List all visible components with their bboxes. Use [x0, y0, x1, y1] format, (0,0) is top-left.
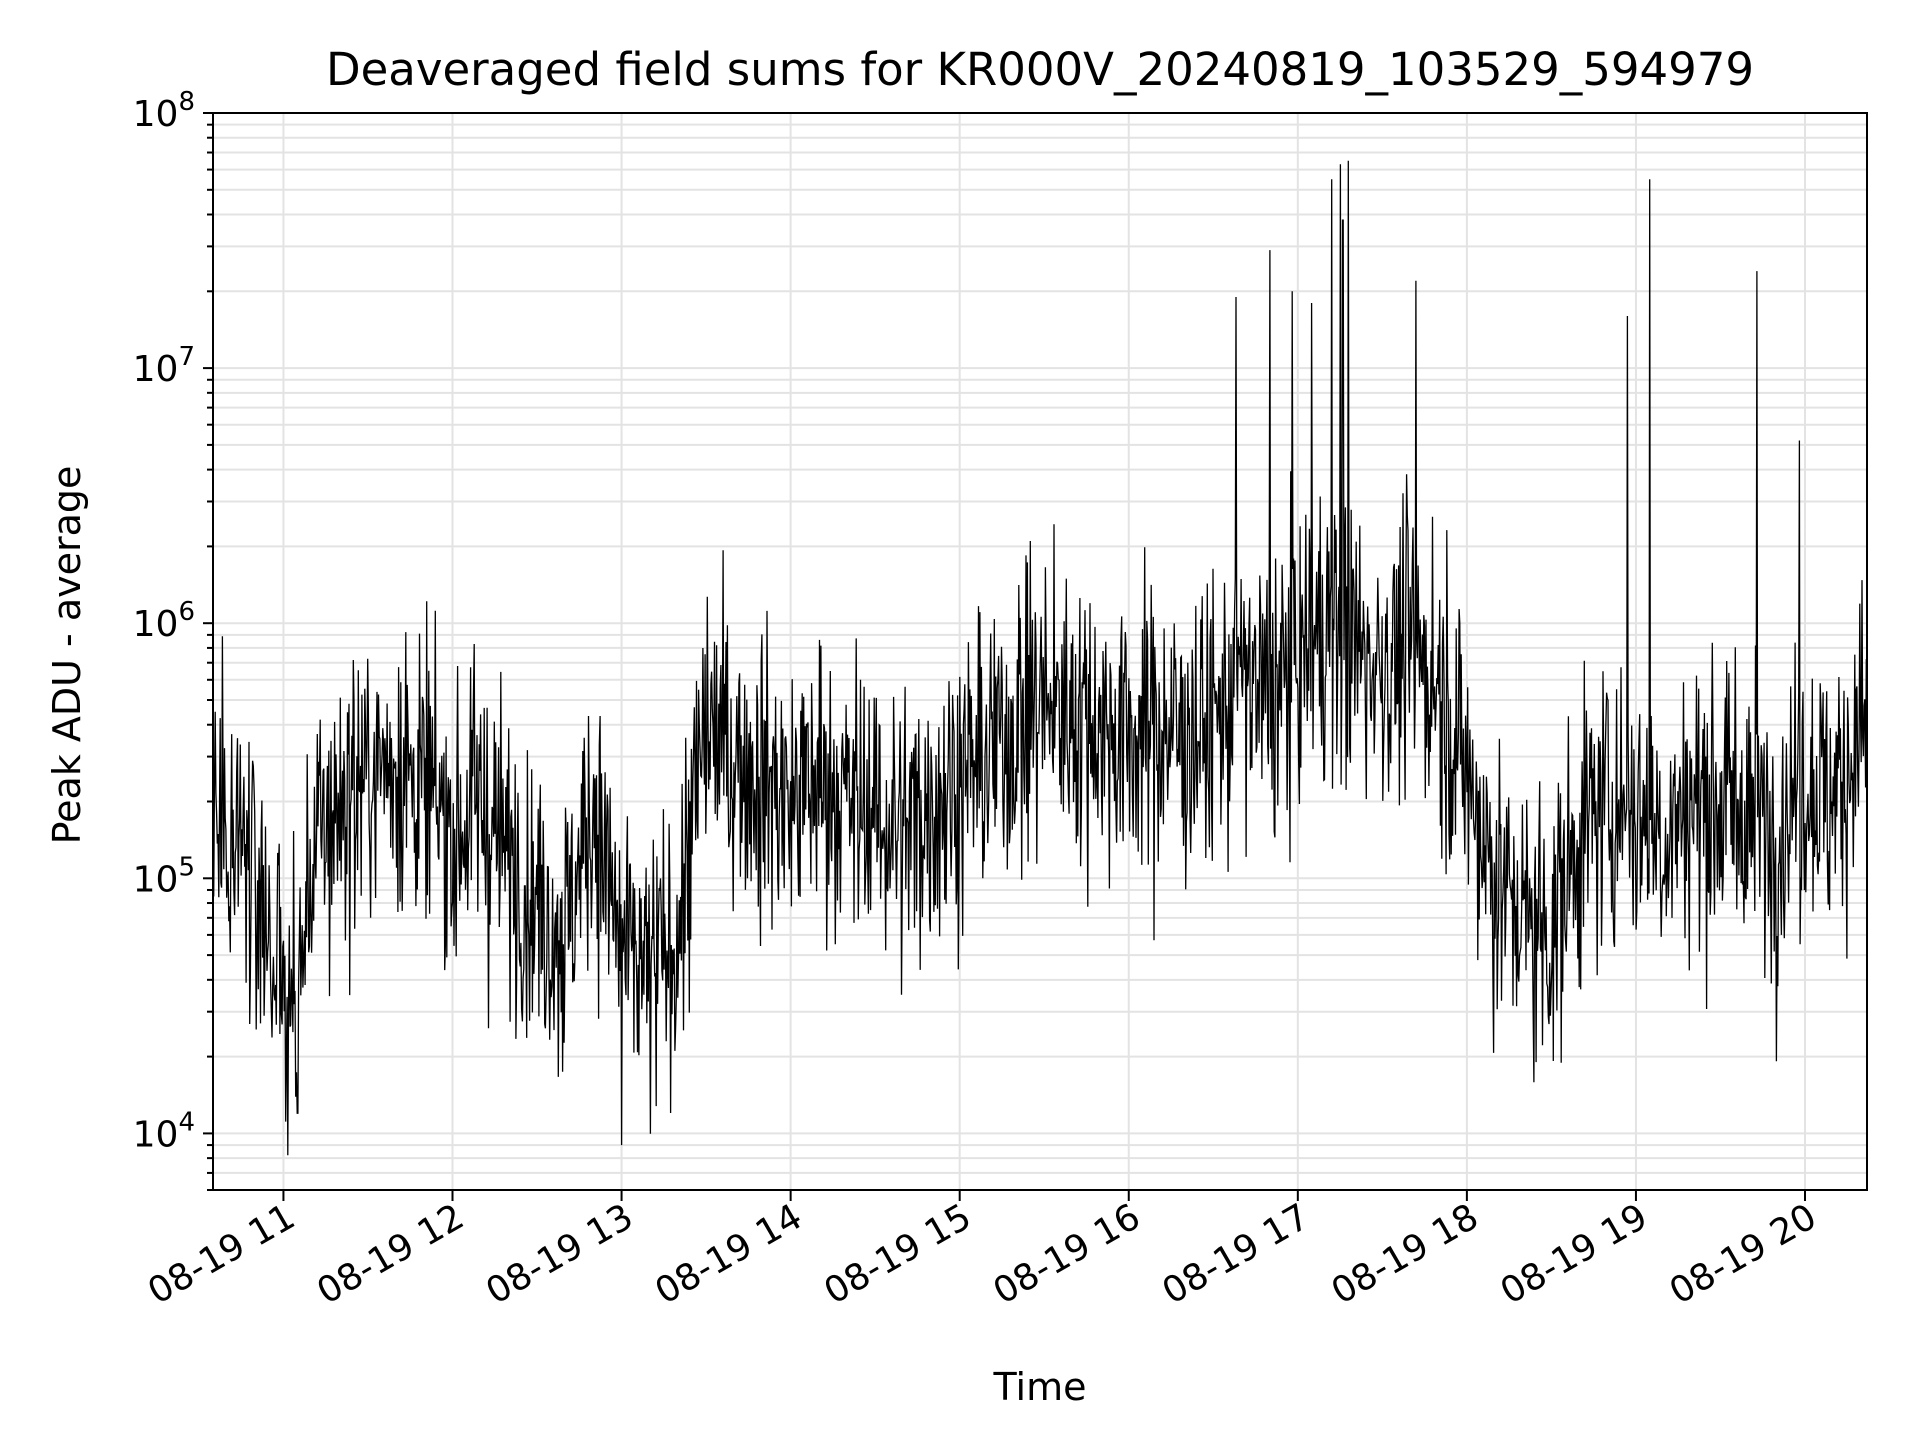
y-tick-label: 105	[133, 852, 195, 900]
x-axis-label: Time	[993, 1365, 1087, 1409]
series-line	[212, 160, 1868, 1156]
y-tick-base: 10	[133, 604, 179, 645]
y-tick-exponent: 8	[178, 87, 195, 117]
plot-frame	[212, 112, 1868, 1191]
y-tick-label: 104	[133, 1107, 195, 1155]
y-tick-base: 10	[133, 349, 179, 390]
y-tick-exponent: 6	[178, 597, 195, 627]
chart-title: Deaveraged field sums for KR000V_2024081…	[326, 43, 1754, 96]
y-tick-base: 10	[133, 859, 179, 900]
y-tick-label: 106	[133, 597, 195, 645]
y-tick-label: 108	[133, 87, 195, 135]
y-tick-exponent: 7	[178, 342, 195, 372]
y-tick-base: 10	[133, 94, 179, 135]
y-tick-exponent: 5	[178, 852, 195, 882]
y-tick-label: 107	[133, 342, 195, 390]
y-axis-label: Peak ADU - average	[45, 466, 89, 845]
y-tick-base: 10	[133, 1114, 179, 1155]
series-layer	[212, 160, 1868, 1156]
y-tick-exponent: 4	[178, 1107, 195, 1137]
